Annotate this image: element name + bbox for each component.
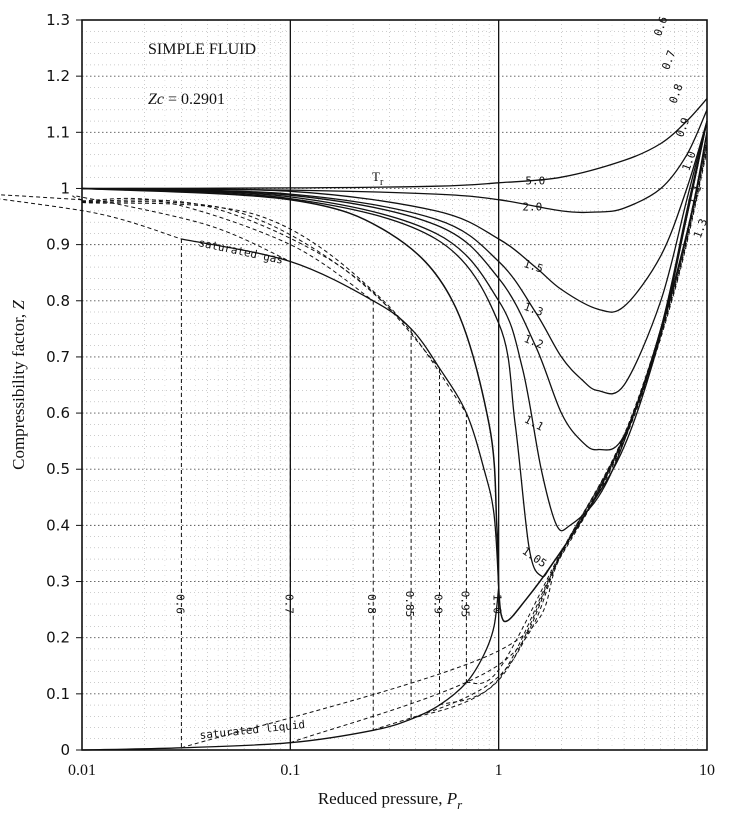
isotherm-tr-0-7-vapour <box>72 195 291 262</box>
tr-symbol: T <box>372 169 380 184</box>
x-tick-label: 0.01 <box>68 762 96 779</box>
y-tick-label: 1.3 <box>46 11 70 29</box>
curves <box>0 98 708 751</box>
x-axis-title: Reduced pressure, Pr <box>318 789 463 812</box>
y-axis-title: Compressibility factor, Z <box>9 300 28 470</box>
label-tr-0-8: 0.8 <box>365 594 378 614</box>
isotherm-tr-0-6-liquid <box>181 150 708 749</box>
isotherm-tr-0-9-vapour <box>81 201 440 369</box>
axis-ticks: 0 0.1 0.2 0.3 0.4 0.5 0.6 0.7 0.8 0.9 1 1.1 1.2 1.3 0.… <box>46 11 715 779</box>
tr-subscript: r <box>380 177 384 188</box>
isotherm-tr-1-3 <box>81 120 708 395</box>
isotherm-tr-1-5 <box>81 120 708 313</box>
upper-label-tr-1-1: 1.1 <box>686 183 705 206</box>
x-axis-title-symbol: P <box>446 789 457 808</box>
upper-label-tr-0-9: 0.9 <box>673 116 692 139</box>
label-tr-1-0: 1.0 <box>491 594 504 614</box>
upper-label-tr-1-3: 1.3 <box>691 217 710 240</box>
y-tick-label: 0.1 <box>46 685 70 703</box>
y-axis-title-text: Compressibility factor, <box>9 310 28 470</box>
label-tr-1-3: 1.3 <box>522 300 545 319</box>
y-tick-label: 1.2 <box>46 67 70 85</box>
y-tick-label: 0 <box>60 741 70 759</box>
y-tick-label: 0.4 <box>46 516 70 534</box>
y-tick-label: 1 <box>60 179 70 197</box>
label-tr-5-0: 5.0 <box>525 175 545 188</box>
isotherm-tr-0-95-liquid <box>466 138 708 685</box>
plot-frame <box>81 19 708 751</box>
isotherm-tr-0-9-liquid <box>439 140 708 706</box>
isotherm-tr-2-0 <box>81 109 708 214</box>
upper-label-tr-1-0: 1.0 <box>680 150 699 173</box>
y-tick-label: 0.5 <box>46 460 70 478</box>
isotherm-tr-0-8-vapour <box>81 197 374 302</box>
grid-lines <box>82 20 707 750</box>
y-tick-label: 0.2 <box>46 629 70 647</box>
label-tr-0-9: 0.9 <box>432 594 445 614</box>
label-tr-2-0: 2.0 <box>522 201 542 214</box>
label-tr-0-7: 0.7 <box>282 594 295 614</box>
isotherm-tr-5-0 <box>81 98 708 190</box>
y-tick-label: 0.6 <box>46 404 70 422</box>
x-tick-label: 1 <box>495 762 503 779</box>
isotherm-tr-0-95-vapour <box>81 202 467 414</box>
zc-value: = 0.2901 <box>164 91 225 108</box>
tr-annotation: Tr <box>372 169 384 188</box>
fluid-annotation: SIMPLE FLUID <box>148 41 256 58</box>
y-tick-label: 0.8 <box>46 292 70 310</box>
label-tr-1-5: 1.5 <box>522 257 545 276</box>
y-tick-label: 1.1 <box>46 123 70 141</box>
y-tick-label: 0.7 <box>46 348 70 366</box>
x-tick-label: 10 <box>699 762 715 779</box>
x-axis-title-subscript: r <box>457 797 463 812</box>
x-axis-title-text: Reduced pressure, <box>318 789 447 808</box>
zc-annotation: Zc = 0.2901 <box>148 91 225 108</box>
y-axis-title-symbol: Z <box>9 300 28 310</box>
label-tr-0-6: 0.6 <box>173 594 186 614</box>
upper-label-tr-0-7: 0.7 <box>659 48 678 71</box>
y-tick-label: 0.3 <box>46 573 70 591</box>
y-tick-label: 0.9 <box>46 236 70 254</box>
isotherm-tr-0-6-vapour <box>0 194 182 240</box>
label-tr-0-95: 0.95 <box>458 591 471 618</box>
label-tr-0-85: 0.85 <box>403 591 416 618</box>
x-tick-label: 0.1 <box>280 762 300 779</box>
zc-symbol: Zc <box>148 91 164 108</box>
saturated-gas-curve <box>181 238 500 588</box>
upper-label-tr-0-8: 0.8 <box>667 82 686 105</box>
